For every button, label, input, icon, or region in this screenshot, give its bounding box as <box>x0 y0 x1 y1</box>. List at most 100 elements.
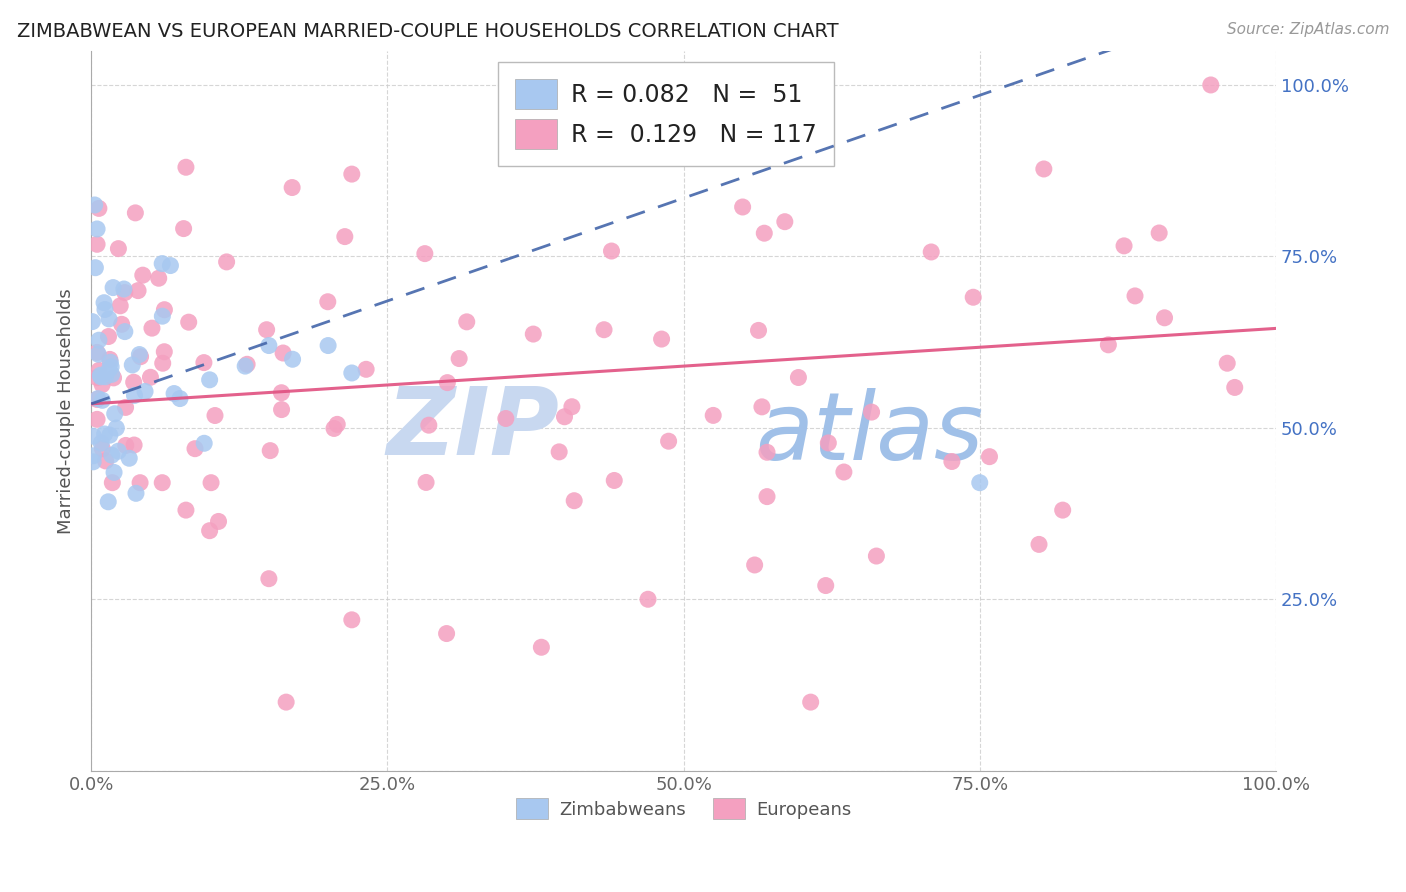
Point <box>756 445 779 459</box>
Point <box>658 434 681 449</box>
Point <box>800 695 823 709</box>
Point <box>94 302 117 317</box>
Point <box>271 346 294 360</box>
Point <box>129 475 152 490</box>
Point <box>1216 356 1239 370</box>
Point <box>184 442 207 456</box>
Point <box>150 475 173 490</box>
Point <box>82 429 104 443</box>
Point <box>316 338 339 352</box>
Point <box>159 259 181 273</box>
Point <box>97 329 120 343</box>
Point <box>139 370 162 384</box>
Point <box>1147 226 1170 240</box>
Point <box>91 377 114 392</box>
Point <box>86 412 108 426</box>
Point <box>962 290 984 304</box>
Point <box>436 626 458 640</box>
Point <box>94 369 117 384</box>
Point <box>152 356 174 370</box>
Point <box>257 572 280 586</box>
Point <box>1153 310 1175 325</box>
Point <box>141 321 163 335</box>
Point <box>270 402 292 417</box>
Point <box>111 318 134 332</box>
Point <box>316 294 339 309</box>
Point <box>236 357 259 371</box>
Point <box>198 524 221 538</box>
Point <box>103 371 125 385</box>
Point <box>153 344 176 359</box>
Point <box>920 244 942 259</box>
Text: atlas: atlas <box>755 388 983 479</box>
Point <box>567 118 589 132</box>
Point <box>354 362 377 376</box>
Point <box>84 260 107 275</box>
Point <box>860 405 883 419</box>
Point <box>90 436 112 450</box>
Point <box>101 475 124 490</box>
Point <box>233 359 256 373</box>
Point <box>215 255 238 269</box>
Point <box>87 202 110 216</box>
Point <box>651 332 673 346</box>
Point <box>86 222 108 236</box>
Point <box>103 466 125 480</box>
Point <box>87 347 110 361</box>
Point <box>89 368 111 383</box>
Point <box>787 370 810 384</box>
Point <box>114 325 136 339</box>
Point <box>93 295 115 310</box>
Point <box>98 363 121 377</box>
Point <box>104 407 127 421</box>
Point <box>817 436 839 450</box>
Point <box>107 444 129 458</box>
Point <box>91 393 114 408</box>
Point <box>91 442 114 456</box>
Point <box>1032 161 1054 176</box>
Point <box>90 369 112 384</box>
Point <box>163 386 186 401</box>
Point <box>941 454 963 468</box>
Point <box>122 438 145 452</box>
Point <box>754 226 776 240</box>
Point <box>94 454 117 468</box>
Point <box>121 358 143 372</box>
Point <box>97 495 120 509</box>
Point <box>177 315 200 329</box>
Point <box>522 327 544 342</box>
Point <box>340 167 363 181</box>
Point <box>193 436 215 450</box>
Point <box>600 244 623 258</box>
Point <box>281 352 304 367</box>
Point <box>773 215 796 229</box>
Point <box>530 640 553 655</box>
Point <box>169 392 191 406</box>
Point <box>132 268 155 282</box>
Text: Source: ZipAtlas.com: Source: ZipAtlas.com <box>1226 22 1389 37</box>
Point <box>449 351 471 366</box>
Point <box>814 578 837 592</box>
Point <box>281 180 304 194</box>
Text: ZIMBABWEAN VS EUROPEAN MARRIED-COUPLE HOUSEHOLDS CORRELATION CHART: ZIMBABWEAN VS EUROPEAN MARRIED-COUPLE HO… <box>17 22 838 41</box>
Point <box>756 490 779 504</box>
Point <box>83 198 105 212</box>
Point <box>561 400 583 414</box>
Point <box>122 375 145 389</box>
Point <box>413 246 436 260</box>
Point <box>259 443 281 458</box>
Point <box>98 312 121 326</box>
Point <box>436 376 458 390</box>
Point <box>86 237 108 252</box>
Point <box>276 695 298 709</box>
Point <box>125 486 148 500</box>
Point <box>637 592 659 607</box>
Point <box>418 418 440 433</box>
Point <box>340 613 363 627</box>
Point <box>87 392 110 406</box>
Point <box>747 323 769 337</box>
Point <box>110 299 132 313</box>
Point <box>86 392 108 407</box>
Point <box>114 285 136 300</box>
Point <box>150 257 173 271</box>
